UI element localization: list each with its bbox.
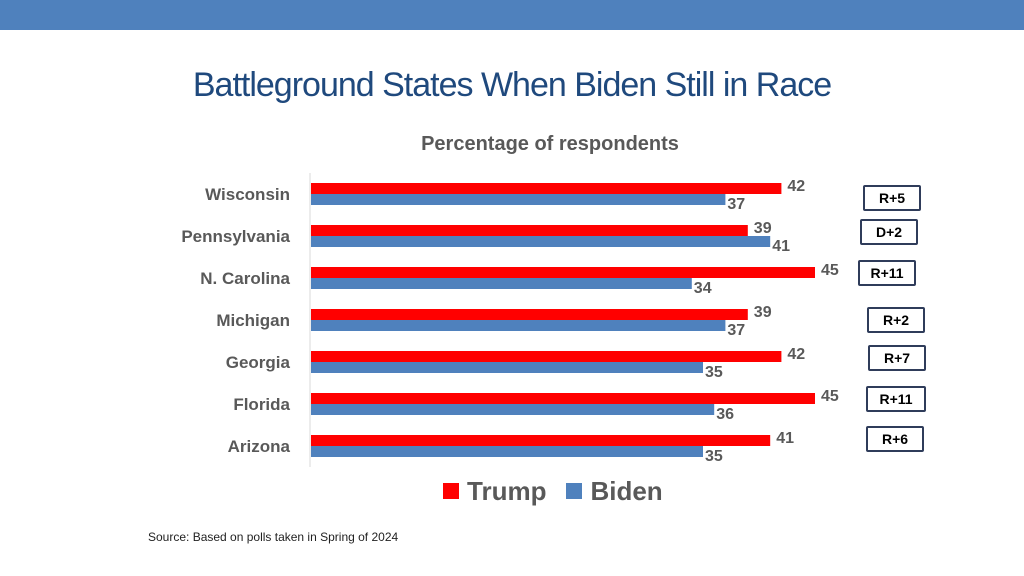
margin-box-wisconsin: R+5 xyxy=(863,185,921,211)
value-label-trump-n-carolina: 45 xyxy=(821,262,839,279)
bar-biden-michigan xyxy=(311,320,726,331)
bar-trump-florida xyxy=(311,393,815,404)
category-label-georgia: Georgia xyxy=(226,353,291,372)
bar-biden-wisconsin xyxy=(311,194,726,205)
value-label-trump-florida: 45 xyxy=(821,388,839,405)
margin-box-florida: R+11 xyxy=(866,386,926,412)
legend-label-trump: Trump xyxy=(467,475,547,506)
bar-trump-michigan xyxy=(311,309,748,320)
category-label-n-carolina: N. Carolina xyxy=(200,269,290,288)
bar-trump-pennsylvania xyxy=(311,225,748,236)
bar-biden-pennsylvania xyxy=(311,236,771,247)
bar-biden-arizona xyxy=(311,446,703,457)
category-label-michigan: Michigan xyxy=(216,311,290,330)
bar-trump-georgia xyxy=(311,351,782,362)
chart-title: Percentage of respondents xyxy=(421,133,679,155)
bar-biden-florida xyxy=(311,404,715,415)
legend-swatch-biden xyxy=(566,483,583,499)
value-label-trump-pennsylvania: 39 xyxy=(754,220,772,237)
category-label-florida: Florida xyxy=(233,395,290,414)
value-label-biden-georgia: 35 xyxy=(705,364,723,381)
bar-trump-arizona xyxy=(311,435,771,446)
margin-box-pennsylvania: D+2 xyxy=(860,219,918,245)
category-label-wisconsin: Wisconsin xyxy=(205,185,290,204)
legend-item-biden: Biden xyxy=(566,475,663,507)
category-label-pennsylvania: Pennsylvania xyxy=(181,227,290,246)
legend-swatch-trump xyxy=(443,483,459,499)
value-label-trump-wisconsin: 42 xyxy=(787,178,805,195)
margin-box-georgia: R+7 xyxy=(868,345,926,371)
value-label-trump-georgia: 42 xyxy=(787,346,805,363)
value-label-biden-arizona: 35 xyxy=(705,448,723,465)
value-label-biden-michigan: 37 xyxy=(727,322,745,339)
bar-trump-wisconsin xyxy=(311,183,782,194)
chart-legend: Trump Biden xyxy=(443,476,683,506)
bar-biden-n-carolina xyxy=(311,278,692,289)
category-label-arizona: Arizona xyxy=(228,437,291,456)
slide-title: Battleground States When Biden Still in … xyxy=(192,66,832,104)
source-note: Source: Based on polls taken in Spring o… xyxy=(148,530,399,544)
margin-box-michigan: R+2 xyxy=(867,307,925,333)
value-label-biden-wisconsin: 37 xyxy=(727,196,745,213)
value-label-biden-pennsylvania: 41 xyxy=(772,238,790,255)
value-label-trump-arizona: 41 xyxy=(776,430,794,447)
margin-box-n-carolina: R+11 xyxy=(858,260,916,286)
bar-biden-georgia xyxy=(311,362,703,373)
value-label-trump-michigan: 39 xyxy=(754,304,772,321)
margin-box-arizona: R+6 xyxy=(866,426,924,452)
value-label-biden-florida: 36 xyxy=(716,406,734,423)
legend-label-biden: Biden xyxy=(590,475,663,506)
value-label-biden-n-carolina: 34 xyxy=(694,280,712,297)
legend-item-trump: Trump xyxy=(443,476,546,507)
bar-trump-n-carolina xyxy=(311,267,815,278)
top-band xyxy=(0,0,1024,30)
